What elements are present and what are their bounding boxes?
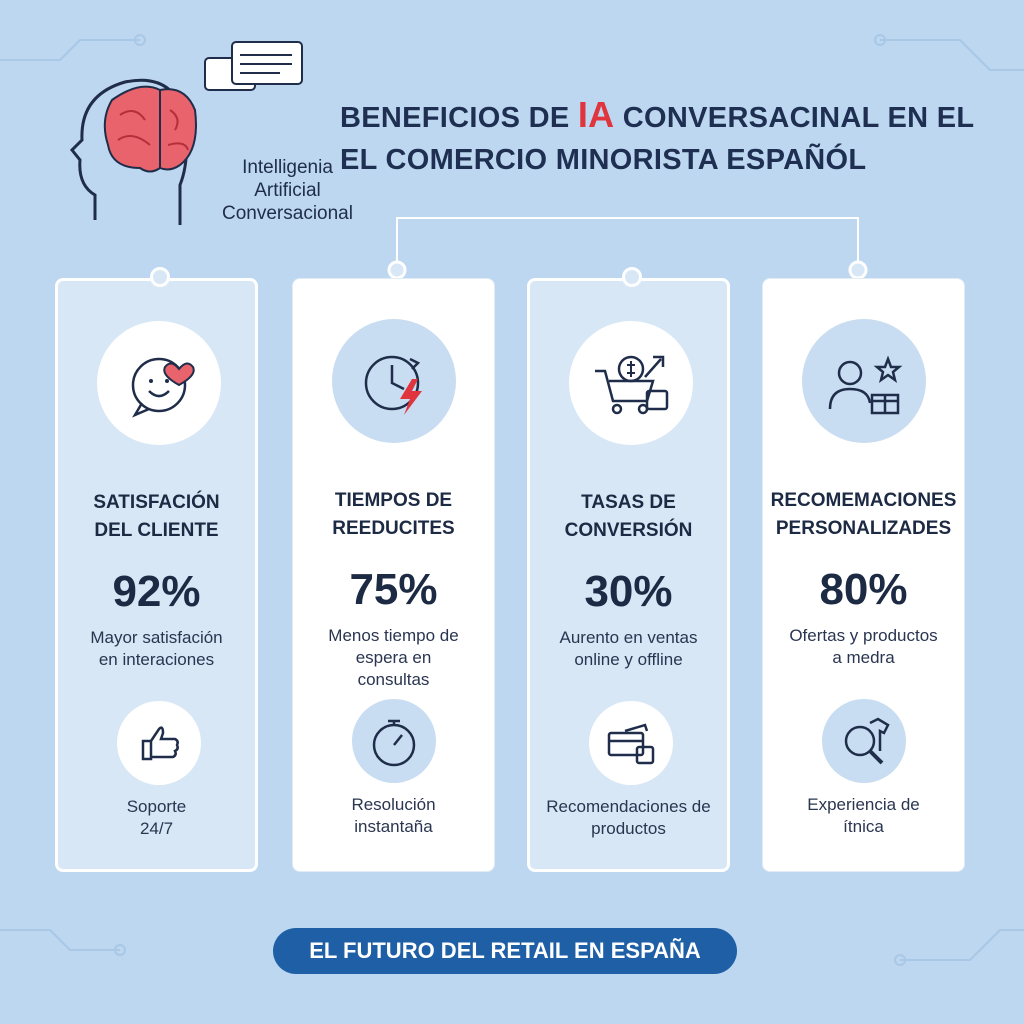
benefit-card: TASAS DE CONVERSIÓN 30% Aurento en ventas on… bbox=[527, 267, 730, 872]
logo-text: Intelligenia Artificial Conversacional bbox=[222, 156, 353, 225]
card-icon bbox=[828, 355, 903, 415]
heading-line: TIEMPOS DE bbox=[334, 490, 453, 511]
description-line: consultas bbox=[357, 670, 430, 689]
card-feature: Recomendaciones de productos bbox=[530, 796, 727, 840]
feature-line: instantaña bbox=[354, 817, 433, 836]
card-connector bbox=[150, 267, 170, 287]
heading-line: REEDUCITES bbox=[332, 518, 455, 539]
description-line: Aurento en ventas bbox=[559, 628, 698, 647]
feature-icon bbox=[372, 719, 416, 767]
feature-icon bbox=[141, 726, 179, 761]
logo-line: Intelligenia bbox=[242, 157, 333, 178]
card-heading: RECOMEMACIONES PERSONALIZADES bbox=[763, 487, 964, 543]
card-connector bbox=[622, 267, 642, 287]
logo-line: Artificial bbox=[254, 180, 321, 201]
card-heading: TIEMPOS DE REEDUCITES bbox=[293, 487, 494, 543]
feature-line: ítnica bbox=[843, 817, 884, 836]
feature-icon-circle bbox=[352, 699, 436, 783]
heading-line: SATISFACIÓN bbox=[93, 492, 220, 513]
card-description: Ofertas y productos a medra bbox=[763, 625, 964, 669]
card-stat: 30% bbox=[584, 567, 673, 616]
title-highlight: IA bbox=[577, 94, 615, 135]
heading-line: TASAS DE bbox=[581, 492, 676, 513]
card-description: Menos tiempo de espera en consultas bbox=[293, 625, 494, 691]
heading-line: RECOMEMACIONES bbox=[770, 490, 957, 511]
heading-line: CONVERSIÓN bbox=[564, 520, 693, 541]
feature-line: 24/7 bbox=[139, 819, 174, 838]
logo-icon bbox=[69, 41, 303, 225]
description-line: espera en bbox=[355, 648, 432, 667]
icon-circle bbox=[569, 321, 693, 445]
footer-banner: EL FUTURO DEL RETAIL EN ESPAÑA bbox=[273, 928, 737, 974]
card-stat: 92% bbox=[112, 567, 201, 616]
card-stat: 80% bbox=[819, 565, 908, 614]
card-description: Mayor satisfación en interaciones bbox=[58, 627, 255, 671]
title: BENEFICIOS DE IA CONVERSACINAL EN EL EL … bbox=[340, 94, 980, 181]
description-line: Mayor satisfación bbox=[90, 628, 223, 647]
description-line: en interaciones bbox=[98, 650, 215, 669]
feature-line: Soporte bbox=[126, 797, 187, 816]
card-icon bbox=[131, 357, 195, 418]
card-heading: TASAS DE CONVERSIÓN bbox=[530, 489, 727, 545]
description-line: Menos tiempo de bbox=[328, 626, 459, 645]
title-text: EL COMERCIO MINORISTA ESPAÑÓL bbox=[340, 144, 867, 176]
feature-line: Resolución bbox=[351, 795, 436, 814]
feature-icon-circle bbox=[589, 701, 673, 785]
title-text: BENEFICIOS DE bbox=[340, 102, 578, 134]
feature-icon-circle bbox=[117, 701, 201, 785]
card-feature: Resolución instantaña bbox=[293, 794, 494, 838]
description-line: a medra bbox=[832, 648, 895, 667]
icon-circle bbox=[802, 319, 926, 443]
card-icon bbox=[364, 355, 422, 415]
card-stat: 75% bbox=[349, 565, 438, 614]
feature-icon bbox=[607, 723, 655, 765]
icon-circle bbox=[97, 321, 221, 445]
benefit-card: SATISFACIÓN DEL CLIENTE 92% Mayor satisfaci… bbox=[55, 267, 258, 872]
feature-line: Experiencia de bbox=[807, 795, 920, 814]
feature-line: productos bbox=[591, 819, 666, 838]
feature-line: Recomendaciones de bbox=[546, 797, 711, 816]
benefit-card: RECOMEMACIONES PERSONALIZADES 80% Ofertas y… bbox=[762, 278, 965, 872]
feature-icon-circle bbox=[822, 699, 906, 783]
benefit-card: TIEMPOS DE REEDUCITES 75% Menos tiempo de es… bbox=[292, 278, 495, 872]
logo-line: Conversacional bbox=[222, 203, 353, 224]
card-icon bbox=[595, 355, 669, 415]
heading-line: DEL CLIENTE bbox=[94, 520, 219, 541]
heading-line: PERSONALIZADES bbox=[775, 518, 952, 539]
icon-circle bbox=[332, 319, 456, 443]
feature-icon bbox=[844, 717, 890, 765]
card-heading: SATISFACIÓN DEL CLIENTE bbox=[58, 489, 255, 545]
card-feature: Experiencia de ítnica bbox=[763, 794, 964, 838]
title-text: CONVERSACINAL EN EL bbox=[614, 102, 975, 134]
description-line: online y offline bbox=[574, 650, 683, 669]
card-feature: Soporte 24/7 bbox=[58, 796, 255, 840]
description-line: Ofertas y productos bbox=[789, 626, 938, 645]
card-description: Aurento en ventas online y offline bbox=[530, 627, 727, 671]
